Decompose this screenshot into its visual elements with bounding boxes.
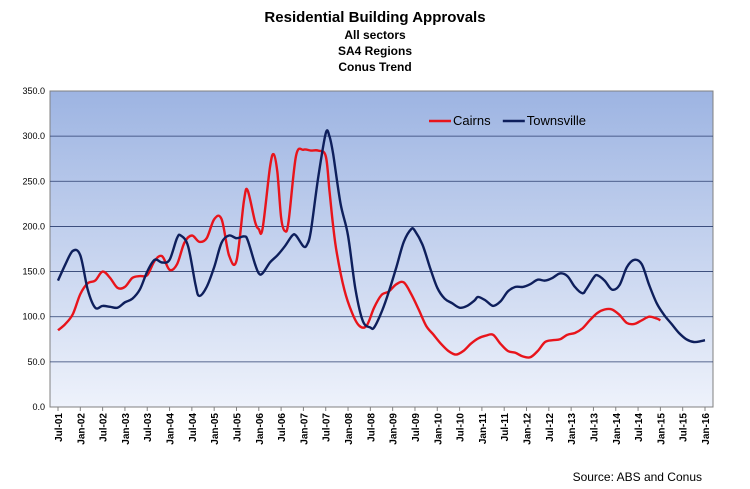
x-tick-label: Jan-04 [166,413,177,445]
y-tick-label: 350.0 [22,86,45,96]
chart-title: Residential Building Approvals [264,9,486,26]
legend-label-cairns: Cairns [453,113,491,128]
x-tick-label: Jul-10 [456,413,467,442]
x-tick-label: Jul-05 [232,413,243,442]
series-line-townsville [56,129,706,344]
series-lines [56,129,706,359]
x-tick-label: Jul-15 [679,413,690,442]
y-tick-label: 250.0 [22,176,45,186]
y-axis: 0.0 50.0 100.0 150.0 200.0 250.0 300.0 350.0 [22,86,45,412]
x-tick-label: Jul-08 [366,413,377,442]
y-tick-label: 300.0 [22,131,45,141]
x-tick-label: Jan-08 [344,413,355,445]
gridlines [50,135,713,363]
x-tick-label: Jan-13 [567,413,578,445]
source-note: Source: ABS and Conus [572,470,702,484]
x-tick-label: Jan-11 [478,413,489,445]
x-tick-label: Jul-09 [411,413,422,442]
chart-subtitle-2: SA4 Regions [337,44,412,58]
x-tick-label: Jul-06 [277,413,288,442]
plot-area [49,90,714,408]
chart-subtitle-1: All sectors [344,28,406,42]
y-tick-label: 0.0 [32,402,45,412]
x-tick-label: Jan-05 [210,413,221,445]
x-tick-label: Jul-13 [589,413,600,442]
x-tick-label: Jul-12 [545,413,556,442]
y-tick-label: 50.0 [27,357,45,367]
legend: Cairns Townsville [429,113,586,128]
legend-label-townsville: Townsville [527,113,586,128]
chart-titles: Residential Building Approvals All secto… [0,8,750,75]
x-tick-label: Jan-16 [701,413,712,445]
x-tick-label: Jan-02 [76,413,87,445]
x-tick-label: Jan-10 [433,413,444,445]
x-tick-label: Jan-14 [612,413,623,445]
x-tick-label: Jan-15 [656,413,667,445]
x-tick-label: Jul-07 [322,413,333,442]
x-tick-label: Jul-02 [99,413,110,442]
x-tick-label: Jan-09 [389,413,400,445]
x-tick-label: Jul-14 [634,413,645,442]
y-tick-label: 100.0 [22,312,45,322]
y-tick-label: 200.0 [22,221,45,231]
chart-subtitle-3: Conus Trend [338,60,412,74]
x-tick-label: Jan-07 [299,413,310,445]
x-tick-label: Jul-01 [54,413,65,442]
x-tick-label: Jul-11 [500,413,511,442]
x-tick-label: Jan-03 [121,413,132,445]
x-tick-label: Jan-06 [255,413,266,445]
x-tick-label: Jan-12 [523,413,534,445]
x-axis: Jul-01 Jan-02 Jul-02 Jan-03 Jul-03 Jan-04 Jul-… [54,407,712,445]
x-tick-label: Jul-04 [188,413,199,442]
x-tick-label: Jul-03 [143,413,154,442]
y-tick-label: 150.0 [22,267,45,277]
